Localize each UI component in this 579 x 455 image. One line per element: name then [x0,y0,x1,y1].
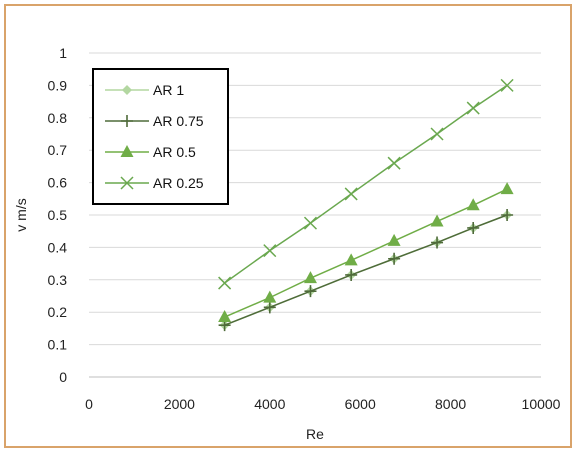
x-tick-label: 8000 [435,396,466,412]
y-axis-label: v m/s [13,198,29,231]
y-tick-label: 0.1 [48,337,68,353]
series-ar-0-75 [218,209,514,332]
data-point [303,216,318,230]
y-tick-label: 1 [59,45,67,61]
y-tick-label: 0.8 [48,110,68,126]
data-point [303,271,317,284]
y-tick-label: 0.7 [48,142,68,158]
x-tick-label: 2000 [164,396,195,412]
y-tick-label: 0 [59,369,67,385]
data-point [388,252,401,265]
y-tick-label: 0.5 [48,207,68,223]
x-tick-label: 10000 [522,396,561,412]
legend-label: AR 0.75 [153,113,204,129]
x-tick-label: 6000 [345,396,376,412]
y-tick-label: 0.6 [48,175,68,191]
y-tick-label: 0.9 [48,77,68,93]
legend-label: AR 0.5 [153,144,196,160]
data-point [218,310,232,323]
data-point [218,276,232,290]
data-point [387,233,401,246]
legend-marker [121,115,133,127]
data-point [263,244,277,258]
data-point [430,214,444,227]
data-point [431,236,444,249]
data-point [387,156,401,170]
data-point [501,209,514,221]
data-point [467,221,480,234]
data-point [344,187,358,201]
y-tick-label: 0.2 [48,304,68,320]
legend-item: AR 0.25 [105,175,204,191]
data-point [345,268,358,281]
y-tick-label: 0.4 [48,239,68,255]
series-line [224,84,508,284]
data-point [466,101,480,115]
legend-label: AR 1 [153,82,184,98]
legend: AR 1 AR 0.75 AR 0.5 AR 0.25 [92,68,229,205]
legend-marker [122,85,132,95]
series-ar-0-25 [218,78,514,290]
y-tick-label: 0.3 [48,272,68,288]
legend-item: AR 0.75 [105,113,204,129]
series-line [224,214,508,326]
legend-item: AR 1 [105,82,184,98]
legend-box [92,68,229,205]
series-layer [218,78,514,332]
data-point [500,182,514,195]
legend-marker [120,145,134,157]
data-point [263,290,277,303]
series-ar-0-5 [218,182,514,323]
x-tick-label: 0 [85,396,93,412]
data-point [344,253,358,266]
legend-marker [120,176,134,190]
data-point [263,301,276,314]
series-line [224,188,508,318]
data-point [500,78,514,92]
legend-label: AR 0.25 [153,175,204,191]
legend-item: AR 0.5 [105,144,196,160]
tick-labels: 0 0.1 0.2 0.3 0.4 0.5 0.6 0.7 0.8 0.9 1 0 2000 4000 60… [48,45,561,412]
x-tick-label: 4000 [254,396,285,412]
data-point [430,127,444,141]
data-point [304,285,317,298]
x-axis-label: Re [306,426,324,442]
data-point [466,198,480,211]
